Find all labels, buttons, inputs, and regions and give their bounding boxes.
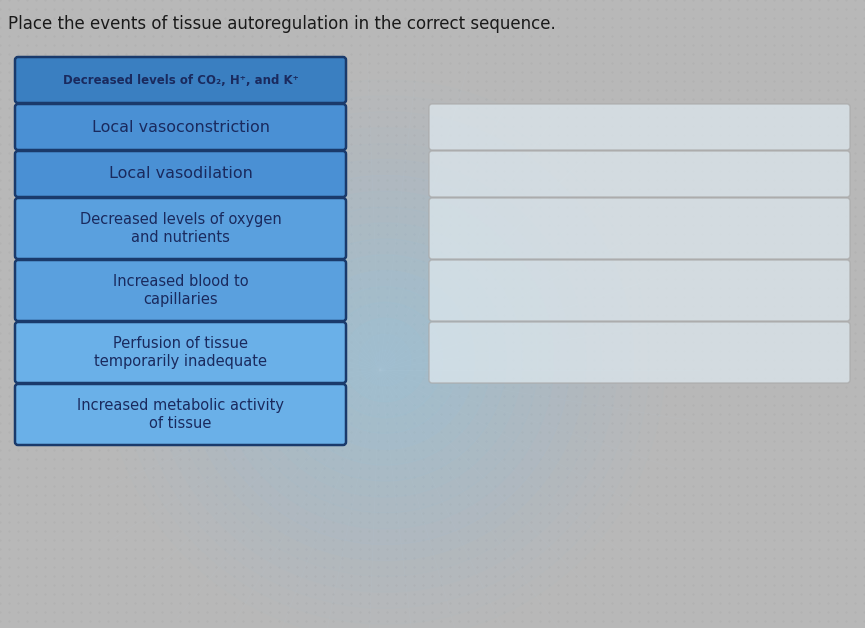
Polygon shape xyxy=(296,271,474,450)
Text: Increased metabolic activity
of tissue: Increased metabolic activity of tissue xyxy=(77,398,284,431)
Polygon shape xyxy=(201,175,570,544)
Polygon shape xyxy=(216,191,554,529)
FancyBboxPatch shape xyxy=(429,198,850,259)
FancyBboxPatch shape xyxy=(429,322,850,383)
FancyBboxPatch shape xyxy=(15,198,346,259)
Polygon shape xyxy=(184,160,586,561)
FancyBboxPatch shape xyxy=(15,57,346,103)
Polygon shape xyxy=(375,350,395,370)
FancyBboxPatch shape xyxy=(429,151,850,197)
FancyBboxPatch shape xyxy=(15,260,346,321)
Polygon shape xyxy=(264,239,506,481)
Text: Decreased levels of CO₂, H⁺, and K⁺: Decreased levels of CO₂, H⁺, and K⁺ xyxy=(62,73,298,87)
Polygon shape xyxy=(311,286,458,433)
Polygon shape xyxy=(248,223,522,497)
FancyBboxPatch shape xyxy=(429,104,850,150)
Text: Decreased levels of oxygen
and nutrients: Decreased levels of oxygen and nutrients xyxy=(80,212,281,246)
Polygon shape xyxy=(232,207,538,513)
Polygon shape xyxy=(327,302,443,418)
FancyBboxPatch shape xyxy=(15,322,346,383)
Text: Increased blood to
capillaries: Increased blood to capillaries xyxy=(112,274,248,307)
FancyBboxPatch shape xyxy=(429,260,850,321)
Text: Place the events of tissue autoregulation in the correct sequence.: Place the events of tissue autoregulatio… xyxy=(8,15,555,33)
Polygon shape xyxy=(343,318,426,402)
Text: Perfusion of tissue
temporarily inadequate: Perfusion of tissue temporarily inadequa… xyxy=(94,336,267,369)
FancyBboxPatch shape xyxy=(15,384,346,445)
Text: Local vasodilation: Local vasodilation xyxy=(109,166,253,181)
Polygon shape xyxy=(279,255,490,465)
FancyBboxPatch shape xyxy=(15,151,346,197)
Text: Local vasoconstriction: Local vasoconstriction xyxy=(92,119,270,134)
Polygon shape xyxy=(359,334,411,386)
FancyBboxPatch shape xyxy=(15,104,346,150)
